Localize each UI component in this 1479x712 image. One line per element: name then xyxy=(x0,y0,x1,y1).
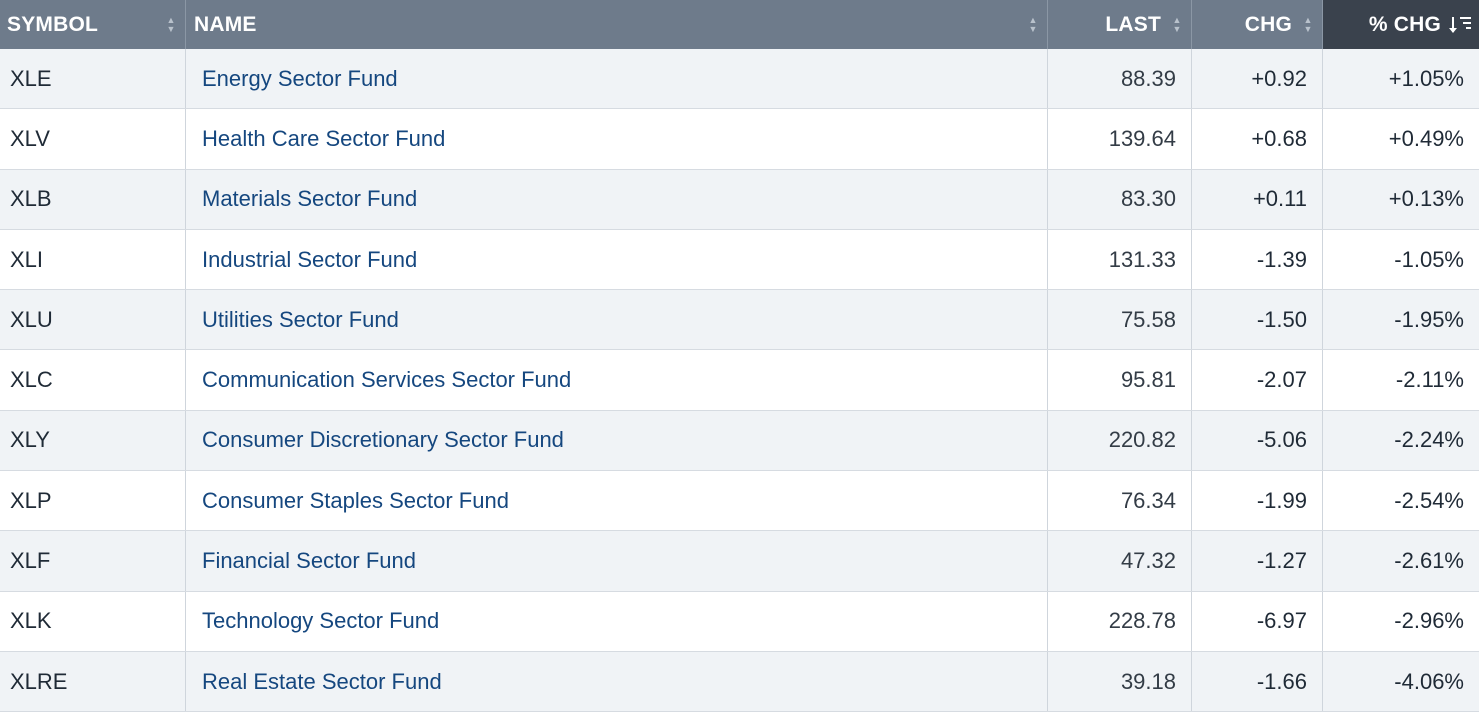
last-price-cell: 95.81 xyxy=(1048,350,1192,410)
table-row[interactable]: XLF Financial Sector Fund 47.32 -1.27 -2.61% xyxy=(0,531,1479,592)
sort-toggle-icon[interactable]: ▲ ▼ xyxy=(166,14,176,34)
name-cell: Utilities Sector Fund xyxy=(186,290,1048,350)
sort-descending-icon[interactable] xyxy=(1449,16,1471,34)
symbol-cell: XLP xyxy=(0,471,186,531)
name-cell: Communication Services Sector Fund xyxy=(186,350,1048,410)
last-price-cell: 220.82 xyxy=(1048,410,1192,471)
percent-change-cell: +0.49% xyxy=(1388,125,1464,151)
table-row[interactable]: XLP Consumer Staples Sector Fund 76.34 -1.9… xyxy=(0,471,1479,532)
fund-name-link[interactable]: Consumer Discretionary Sector Fund xyxy=(202,427,564,453)
symbol-cell: XLB xyxy=(0,169,186,229)
fund-name-link[interactable]: Utilities Sector Fund xyxy=(202,306,399,332)
fund-name-link[interactable]: Real Estate Sector Fund xyxy=(202,668,442,694)
change-cell: -1.99 xyxy=(1192,471,1323,531)
symbol-cell: XLY xyxy=(0,410,186,471)
last-price-cell: 75.58 xyxy=(1048,290,1192,350)
fund-name-link[interactable]: Energy Sector Fund xyxy=(202,65,398,91)
percent-change-cell: +1.05% xyxy=(1388,65,1464,91)
percent-change-cell: -2.61% xyxy=(1394,548,1464,574)
change-cell: -5.06 xyxy=(1192,410,1323,471)
change-cell: +0.11 xyxy=(1192,169,1323,229)
change-cell: -6.97 xyxy=(1192,591,1323,651)
last-price-cell: 76.34 xyxy=(1048,471,1192,531)
table-row[interactable]: XLK Technology Sector Fund 228.78 -6.97 -2.9… xyxy=(0,591,1479,652)
column-header-pct-chg[interactable]: % CHG xyxy=(1323,0,1479,49)
percent-change-cell: -1.05% xyxy=(1394,246,1464,272)
change-cell: -1.50 xyxy=(1192,290,1323,350)
sort-toggle-icon[interactable]: ▲ ▼ xyxy=(1172,14,1182,34)
table-header: SYMBOL ▲ ▼ NAME ▲ ▼ LAST ▲ ▼ CHG ▲ ▼ % CHG xyxy=(0,0,1479,49)
column-header-symbol-label: SYMBOL xyxy=(7,12,99,36)
percent-change-cell: -2.11% xyxy=(1395,367,1464,393)
last-price-cell: 228.78 xyxy=(1048,591,1192,651)
table-row[interactable]: XLB Materials Sector Fund 83.30 +0.11 +0.13% xyxy=(0,169,1479,230)
table-row[interactable]: XLE Energy Sector Fund 88.39 +0.92 +1.05% xyxy=(0,49,1479,110)
fund-name-link[interactable]: Health Care Sector Fund xyxy=(202,125,446,151)
fund-name-link[interactable]: Communication Services Sector Fund xyxy=(202,367,572,393)
table-row[interactable]: XLY Consumer Discretionary Sector Fund 220… xyxy=(0,410,1479,472)
percent-change-cell: -4.06% xyxy=(1394,668,1464,694)
change-cell: -1.27 xyxy=(1192,531,1323,591)
table-body: XLE Energy Sector Fund 88.39 +0.92 +1.05% XLV… xyxy=(0,49,1479,712)
name-cell: Technology Sector Fund xyxy=(186,591,1048,651)
column-header-last[interactable]: LAST ▲ ▼ xyxy=(1048,0,1192,49)
name-cell: Industrial Sector Fund xyxy=(186,229,1048,290)
symbol-cell: XLI xyxy=(0,229,186,290)
table-row[interactable]: XLRE Real Estate Sector Fund 39.18 -1.66 -4.… xyxy=(0,651,1479,712)
symbol-cell: XLK xyxy=(0,591,186,651)
symbol-cell: XLRE xyxy=(0,651,186,712)
last-price-cell: 83.30 xyxy=(1048,169,1192,229)
name-cell: Materials Sector Fund xyxy=(186,169,1048,229)
column-header-name[interactable]: NAME ▲ ▼ xyxy=(186,0,1048,49)
change-cell: -2.07 xyxy=(1192,350,1323,410)
table-row[interactable]: XLV Health Care Sector Fund 139.64 +0.68 +0.… xyxy=(0,109,1479,170)
table-row[interactable]: XLU Utilities Sector Fund 75.58 -1.50 -1.95% xyxy=(0,290,1479,351)
fund-name-link[interactable]: Consumer Staples Sector Fund xyxy=(202,487,509,513)
column-header-pct-chg-label: % CHG xyxy=(1368,12,1441,36)
last-price-cell: 131.33 xyxy=(1048,229,1192,290)
symbol-cell: XLF xyxy=(0,531,186,591)
column-header-chg[interactable]: CHG ▲ ▼ xyxy=(1192,0,1323,49)
column-header-last-label: LAST xyxy=(1105,12,1161,36)
sort-toggle-icon[interactable]: ▲ ▼ xyxy=(1303,14,1313,34)
percent-change-cell: -1.95% xyxy=(1394,306,1464,332)
name-cell: Health Care Sector Fund xyxy=(186,109,1048,169)
fund-name-link[interactable]: Industrial Sector Fund xyxy=(202,246,418,272)
change-cell: +0.92 xyxy=(1192,49,1323,109)
name-cell: Energy Sector Fund xyxy=(186,49,1048,109)
name-cell: Consumer Discretionary Sector Fund xyxy=(186,410,1048,471)
change-cell: +0.68 xyxy=(1192,109,1323,169)
symbol-cell: XLE xyxy=(0,49,186,109)
symbol-cell: XLV xyxy=(0,109,186,169)
last-price-cell: 88.39 xyxy=(1048,49,1192,109)
percent-change-cell: -2.54% xyxy=(1394,487,1464,513)
table-row[interactable]: XLI Industrial Sector Fund 131.33 -1.39 -1.0… xyxy=(0,229,1479,291)
last-price-cell: 47.32 xyxy=(1048,531,1192,591)
name-cell: Real Estate Sector Fund xyxy=(186,651,1048,712)
name-cell: Consumer Staples Sector Fund xyxy=(186,471,1048,531)
fund-name-link[interactable]: Technology Sector Fund xyxy=(202,608,440,634)
change-cell: -1.66 xyxy=(1192,651,1323,712)
symbol-cell: XLC xyxy=(0,350,186,410)
percent-change-cell: +0.13% xyxy=(1388,186,1464,212)
sort-toggle-icon[interactable]: ▲ ▼ xyxy=(1028,14,1038,34)
fund-name-link[interactable]: Materials Sector Fund xyxy=(202,186,418,212)
symbol-cell: XLU xyxy=(0,290,186,350)
last-price-cell: 139.64 xyxy=(1048,109,1192,169)
column-header-symbol[interactable]: SYMBOL ▲ ▼ xyxy=(0,0,186,49)
change-cell: -1.39 xyxy=(1192,229,1323,290)
table-row[interactable]: XLC Communication Services Sector Fund 95.… xyxy=(0,350,1479,411)
percent-change-cell: -2.96% xyxy=(1394,608,1464,634)
last-price-cell: 39.18 xyxy=(1048,651,1192,712)
name-cell: Financial Sector Fund xyxy=(186,531,1048,591)
fund-name-link[interactable]: Financial Sector Fund xyxy=(202,548,416,574)
column-header-name-label: NAME xyxy=(194,12,257,36)
column-header-chg-label: CHG xyxy=(1244,12,1292,36)
percent-change-cell: -2.24% xyxy=(1394,427,1464,453)
